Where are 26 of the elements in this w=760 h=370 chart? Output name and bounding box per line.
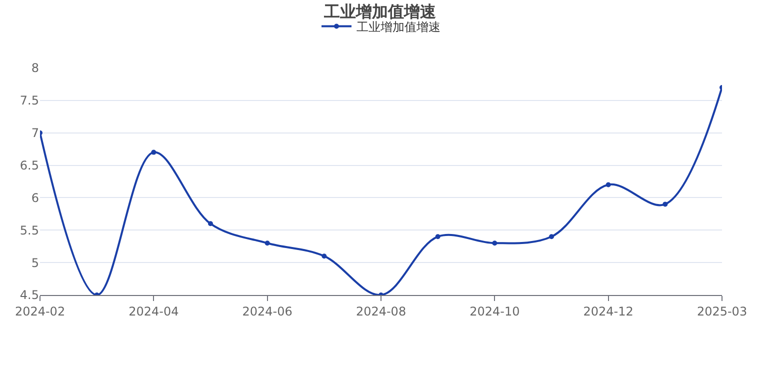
x-tick-label: 2024-10 — [470, 304, 520, 318]
point — [662, 202, 668, 207]
x-tick-label: 2024-04 — [128, 304, 179, 318]
y-tick-label: 5.5 — [20, 223, 39, 238]
y-tick-label: 4.5 — [20, 288, 39, 302]
x-tick-label: 2024-12 — [583, 304, 634, 318]
point — [322, 254, 327, 259]
x-tick-label: 2024-08 — [356, 304, 406, 318]
y-tick-label: 6.5 — [20, 158, 39, 172]
point — [208, 221, 213, 226]
y-tick-label: 6 — [31, 190, 39, 205]
y-tick-label: 7 — [31, 126, 39, 140]
point — [492, 240, 498, 246]
y-tick-label: 5 — [31, 256, 39, 270]
y-tick-label: 7.5 — [20, 94, 39, 108]
point — [549, 234, 554, 240]
point — [264, 240, 270, 246]
point — [435, 234, 440, 240]
chart-title: 工业增加值增速 — [323, 2, 437, 21]
x-tick-label: 2024-02 — [14, 304, 66, 318]
y-tick-label: 8 — [31, 61, 39, 76]
legend-label: 工业增加值增速 — [356, 20, 440, 34]
x-tick-label: 2024-06 — [242, 304, 292, 318]
point — [151, 150, 156, 155]
x-tick-label: 2025-03 — [696, 304, 748, 318]
point — [606, 182, 611, 188]
